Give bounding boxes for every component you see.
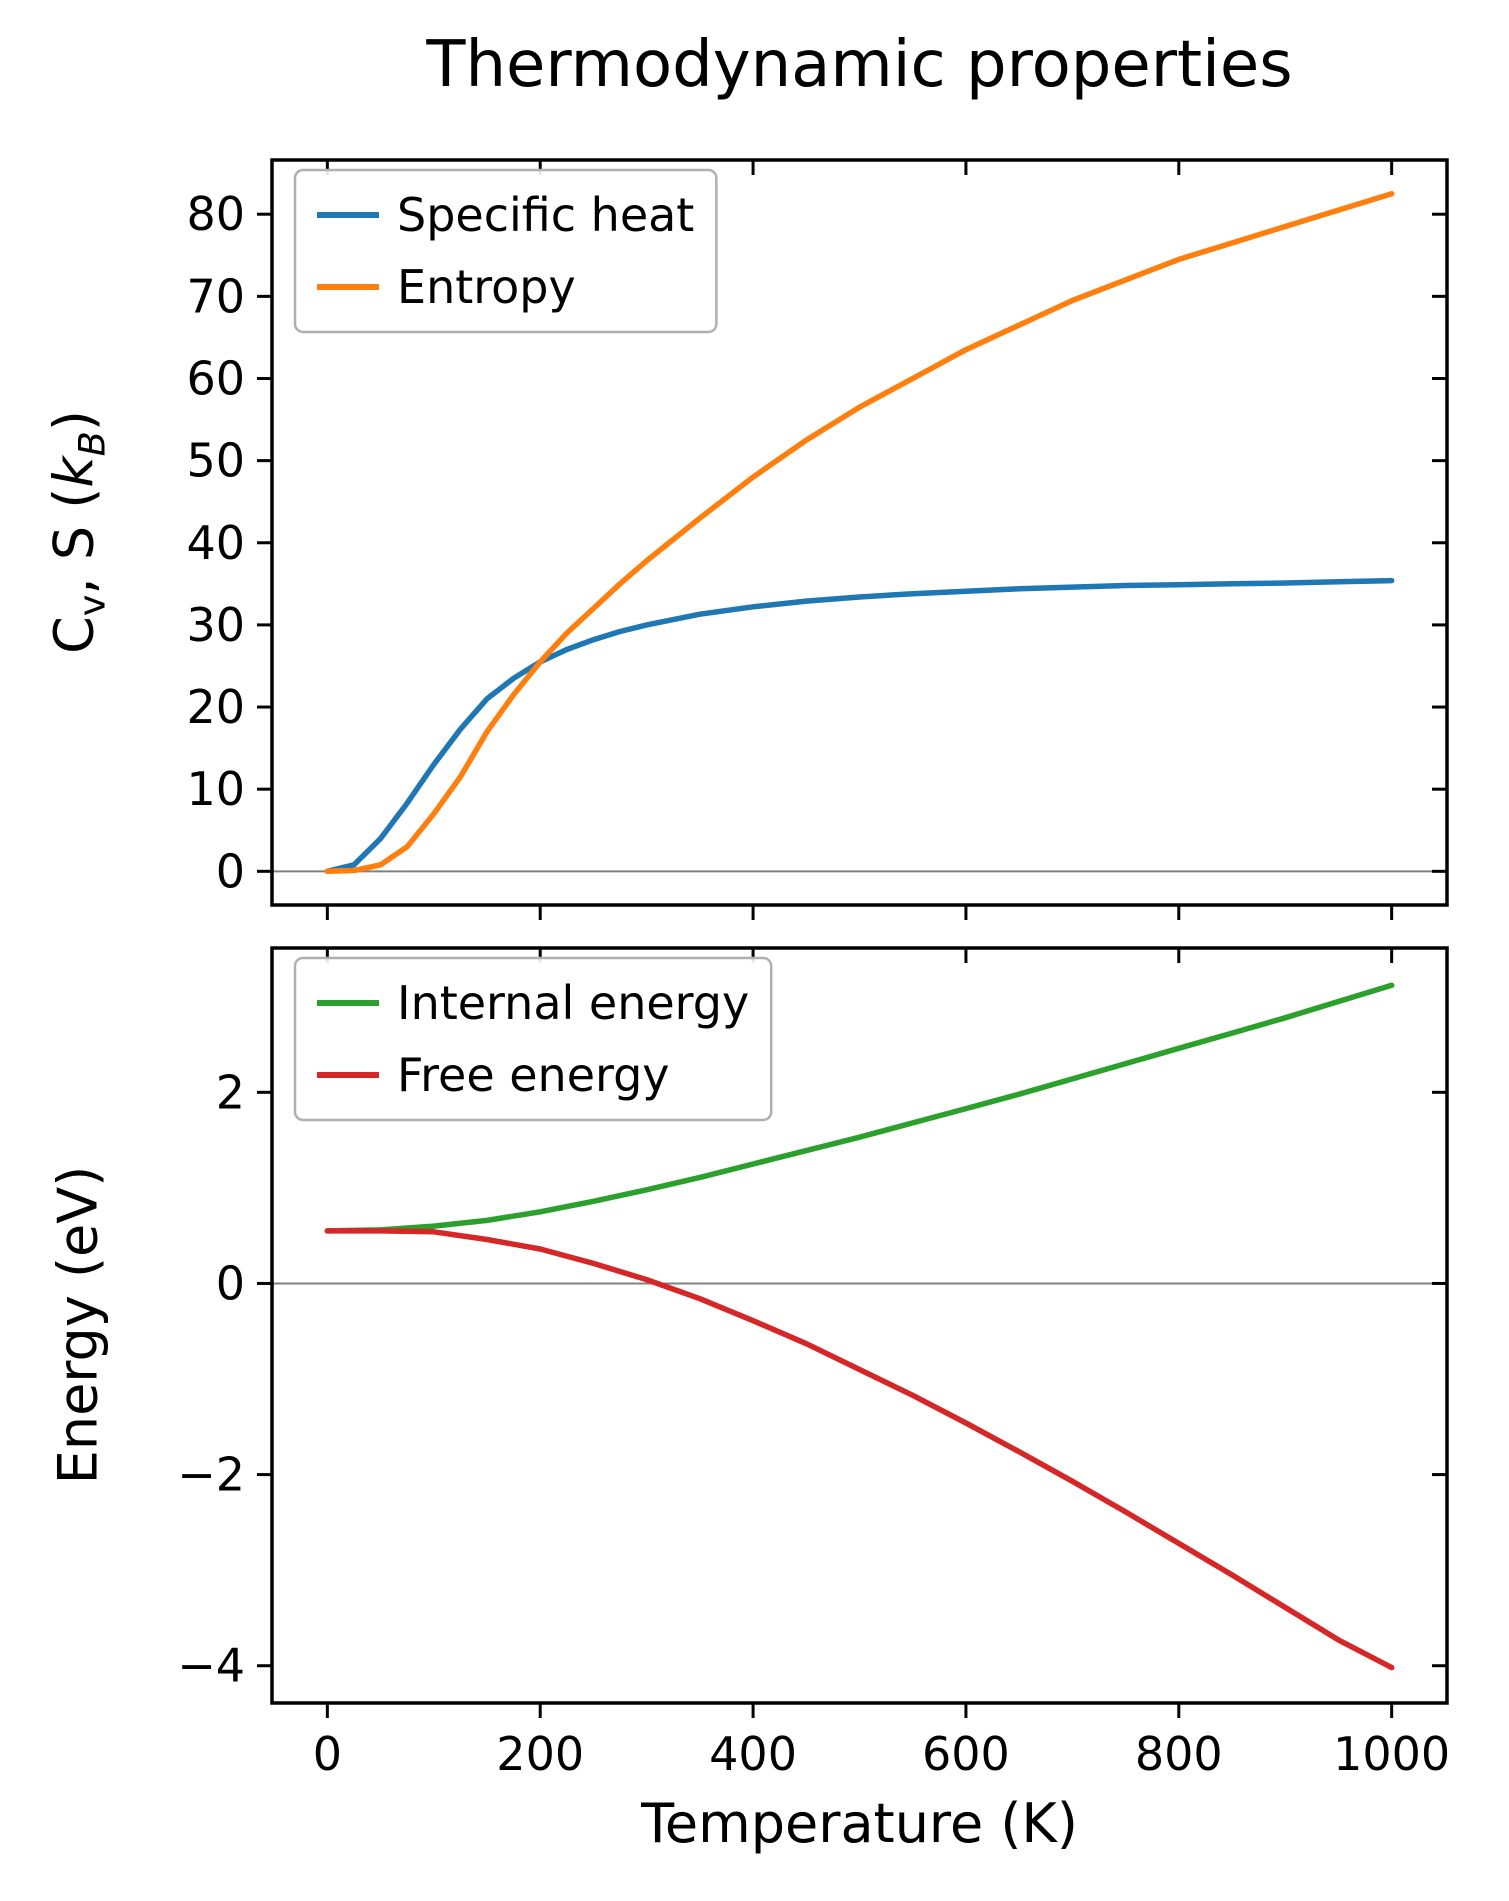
x-tick-label: 200 [496,1727,584,1781]
series-free-energy [324,1228,1395,1671]
y-tick-label: 70 [186,269,245,323]
x-tick-label: 800 [1135,1727,1223,1781]
series-entropy [324,190,1395,875]
legend-label-internal-energy: Internal energy [397,976,749,1030]
legend: Internal energy Free energy [293,956,773,1122]
legend-label-free-energy: Free energy [397,1048,670,1102]
y-tick-label: 80 [186,187,245,241]
legend-box [293,168,718,334]
legend-label-entropy: Entropy [397,260,576,314]
x-tick-label: 0 [313,1727,342,1781]
y-tick-label: 30 [186,598,245,652]
y-tick-label: 0 [216,844,245,898]
subplot-0: 0 10 20 30 40 50 60 70 80 Specific heat Entropy [186,158,1449,920]
x-tick-label: 1000 [1333,1727,1450,1781]
x-tick-label: 400 [709,1727,797,1781]
legend-label-specific-heat: Specific heat [397,188,694,242]
x-axis-label: Temperature (K) [641,1792,1078,1855]
bottom-y-axis-label: Energy (eV) [46,1165,110,1485]
legend: Specific heat Entropy [293,168,718,334]
legend-box [293,956,773,1122]
y-tick-label: 2 [216,1065,245,1119]
y-tick-label: −4 [177,1639,245,1693]
y-tick-label: 40 [186,516,245,570]
y-tick-label: 0 [216,1256,245,1310]
axes-frame [270,158,1449,907]
series-internal-energy [324,982,1395,1234]
y-tick-label: 60 [186,351,245,405]
top-y-axis-label: Cv, S (kB) [42,410,114,654]
y-tick-label: 50 [186,434,245,488]
y-tick-label: 20 [186,680,245,734]
y-tick-label: 10 [186,762,245,816]
chart-title: Thermodynamic properties [426,28,1293,102]
y-tick-label: −2 [177,1448,245,1502]
axes-frame [270,946,1449,1705]
series-specific-heat [324,577,1395,875]
subplot-1: 0 200 400 600 800 1000 −4 −2 0 2 Internal energy Fr… [177,946,1450,1781]
x-tick-label: 600 [922,1727,1010,1781]
